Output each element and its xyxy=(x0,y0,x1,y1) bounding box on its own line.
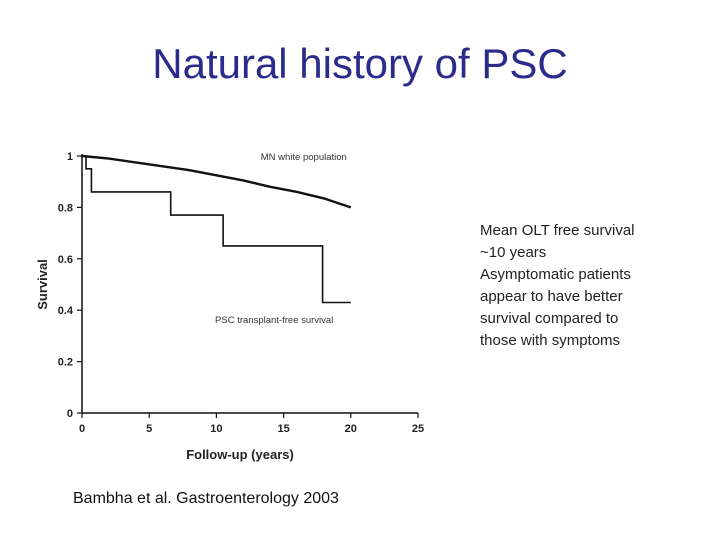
series-line-2 xyxy=(82,155,351,304)
x-tick-label: 10 xyxy=(210,423,222,435)
y-tick-label: 0.6 xyxy=(58,254,73,266)
y-axis-title: Survival xyxy=(35,259,50,310)
y-tick-label: 1 xyxy=(67,151,73,163)
notes-text-block: Mean OLT free survival ~10 years Asympto… xyxy=(480,220,700,352)
series-line-1 xyxy=(81,154,352,209)
y-tick-label: 0 xyxy=(67,408,73,420)
note-line-5: survival compared to xyxy=(480,310,619,327)
note-line-4: appear to have better xyxy=(480,288,623,305)
series-label-1: MN white population xyxy=(261,152,347,163)
y-tick-label: 0.8 xyxy=(58,202,73,214)
note-line-2: ~10 years xyxy=(480,244,547,261)
x-tick-label: 5 xyxy=(146,423,152,435)
citation: Bambha et al. Gastroenterology 2003 xyxy=(73,490,339,507)
slide-title: Natural history of PSC xyxy=(152,40,568,87)
note-line-6: those with symptoms xyxy=(480,332,621,349)
series-label-2: PSC transplant-free survival xyxy=(215,315,333,326)
x-tick-label: 15 xyxy=(277,423,289,435)
survival-chart: 0 0.2 0.4 0.6 0.8 1 0 5 10 15 20 25 Follow-up (years… xyxy=(30,140,430,470)
x-tick-label: 20 xyxy=(345,423,357,435)
y-tick-label: 0.2 xyxy=(58,357,73,369)
note-line-1: Mean OLT free survival xyxy=(480,222,635,239)
x-axis-title: Follow-up (years) xyxy=(186,447,294,462)
x-tick-label: 0 xyxy=(79,423,85,435)
y-tick-label: 0.4 xyxy=(58,305,74,317)
note-line-3: Asymptomatic patients xyxy=(480,266,631,283)
x-tick-label: 25 xyxy=(412,423,424,435)
